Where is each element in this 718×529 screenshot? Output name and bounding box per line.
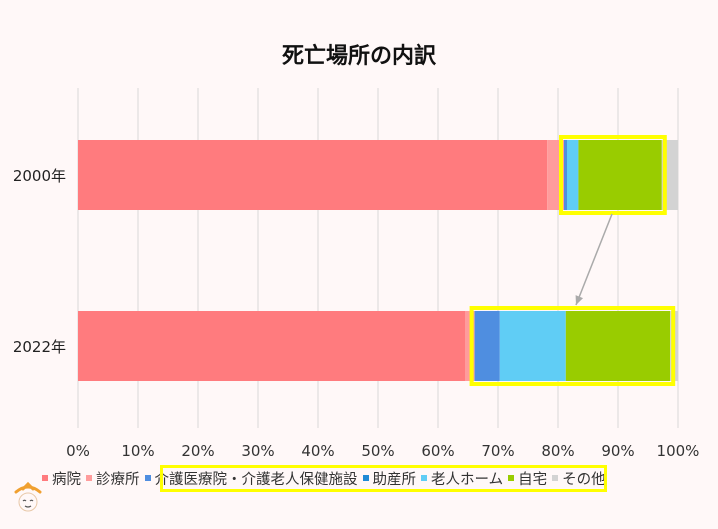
x-tick-label: 10%: [121, 442, 154, 460]
legend-label: その他: [562, 472, 606, 488]
x-tick-label: 40%: [301, 442, 334, 460]
bar-segment: [565, 311, 671, 381]
legend-swatch: [362, 475, 369, 481]
legend-item: 介護医療院・介護老人保健施設: [144, 468, 358, 489]
legend-swatch: [508, 475, 515, 481]
legend-highlight-box: [160, 465, 607, 492]
legend-label: 介護医療院・介護老人保健施設: [154, 472, 358, 488]
legend-item: 助産所: [362, 468, 417, 489]
legend-label: 自宅: [518, 472, 548, 488]
highlight-box: [559, 135, 667, 215]
bar-segment: [78, 311, 465, 381]
legend-item: 病院: [42, 468, 81, 489]
legend: 病院 診療所 介護医療院・介護老人保健施設 助産所 老人ホーム 自宅 その他: [42, 468, 611, 489]
annotation-arrow: [575, 213, 613, 306]
chart-title: 死亡場所の内訳: [281, 44, 436, 69]
legend-swatch: [42, 475, 48, 481]
x-tick-label: 30%: [241, 442, 274, 460]
x-tick-label: 90%: [601, 442, 634, 460]
legend-label: 助産所: [372, 472, 417, 488]
legend-label: 老人ホーム: [431, 472, 504, 488]
legend-label: 病院: [52, 472, 81, 488]
legend-swatch: [86, 475, 92, 481]
y-category-label: 2022年: [13, 338, 66, 356]
bar-segment: [499, 311, 566, 381]
legend-swatch: [552, 475, 559, 481]
highlight-box: [469, 306, 676, 386]
x-tick-label: 80%: [541, 442, 574, 460]
legend-swatch: [144, 475, 151, 481]
legend-item: 老人ホーム: [421, 468, 503, 489]
x-tick-label: 0%: [66, 442, 90, 460]
x-tick-label: 60%: [421, 442, 454, 460]
annotation-arrowhead: [575, 295, 584, 305]
legend-item: 診療所: [86, 468, 140, 489]
y-category-label: 2000年: [13, 167, 66, 185]
legend-item: その他: [552, 468, 606, 489]
bar-segment: [78, 140, 548, 210]
bar-segment: [564, 140, 567, 210]
legend-label: 診療所: [96, 472, 140, 488]
x-tick-label: 20%: [181, 442, 214, 460]
legend-swatch: [421, 475, 427, 481]
x-tick-label: 50%: [361, 442, 394, 460]
bar-segment: [474, 311, 500, 381]
bar-segment: [567, 140, 579, 210]
x-tick-label: 100%: [657, 442, 700, 460]
legend-item: 自宅: [508, 468, 547, 489]
x-tick-label: 70%: [481, 442, 514, 460]
bar-segment: [578, 140, 662, 210]
mascot-logo-icon: [14, 481, 42, 512]
